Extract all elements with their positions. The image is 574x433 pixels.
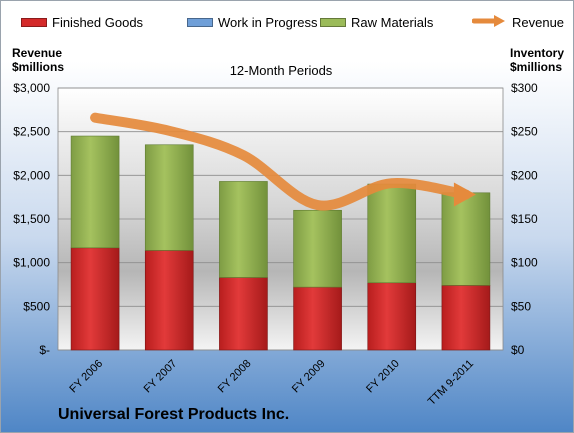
left-tick-label: $-	[39, 343, 50, 357]
bar-finished-goods	[219, 277, 268, 351]
legend-label-raw-materials: Raw Materials	[351, 15, 434, 30]
legend-label-finished-goods: Finished Goods	[52, 15, 144, 30]
bar-finished-goods	[441, 285, 491, 351]
right-tick-label: $150	[511, 212, 538, 226]
left-tick-label: $3,000	[13, 81, 50, 95]
legend-label-work-in-progress: Work in Progress	[218, 15, 318, 30]
right-tick-label: $50	[511, 299, 531, 313]
right-tick-label: $250	[511, 125, 538, 139]
legend-swatch-work-in-progress	[187, 18, 213, 27]
category-label: FY 2007	[142, 358, 180, 396]
category-label: TTM 9-2011	[426, 358, 476, 408]
left-axis-title-line: Revenue $millions	[12, 46, 65, 74]
right-tick-label: $100	[511, 256, 538, 270]
category-label: FY 2008	[216, 358, 254, 396]
revenue-arrowhead	[453, 182, 476, 207]
bar-raw-materials	[219, 181, 268, 278]
bar-finished-goods	[144, 250, 194, 351]
category-label: FY 2006	[67, 358, 105, 396]
left-tick-label: $1,000	[13, 256, 50, 270]
left-tick-label: $1,500	[13, 212, 50, 226]
left-tick-label: $2,500	[13, 125, 50, 139]
legend: Finished Goods Work in Progress Raw Materi…	[1, 14, 573, 34]
left-tick-label: $500	[23, 299, 50, 313]
right-tick-label: $300	[511, 81, 538, 95]
legend-label-revenue: Revenue	[512, 15, 565, 30]
bar-raw-materials	[293, 209, 342, 288]
bar-raw-materials	[70, 135, 120, 249]
right-axis-title-line: Inventory $millions	[510, 46, 565, 74]
bar-finished-goods	[293, 286, 342, 351]
revenue-line	[90, 112, 471, 211]
left-axis-title: Revenue $millions	[12, 46, 64, 74]
bar-raw-materials	[144, 144, 194, 251]
bar-raw-materials	[367, 183, 417, 284]
legend-swatch-finished-goods	[21, 18, 47, 27]
chart-subtitle: 12-Month Periods	[229, 63, 333, 78]
right-axis-title: Inventory $millions	[510, 46, 564, 74]
bar-finished-goods	[70, 247, 120, 351]
legend-swatch-raw-materials	[320, 18, 346, 27]
left-tick-label: $2,000	[13, 168, 50, 182]
category-label: FY 2010	[364, 358, 402, 396]
category-label: FY 2009	[290, 358, 328, 396]
bar-finished-goods	[367, 282, 417, 351]
legend-swatch-revenue	[472, 15, 505, 27]
right-tick-label: $0	[511, 343, 525, 357]
right-tick-label: $200	[511, 168, 538, 182]
bar-raw-materials	[441, 192, 491, 286]
company-name: Universal Forest Products Inc.	[58, 406, 290, 423]
